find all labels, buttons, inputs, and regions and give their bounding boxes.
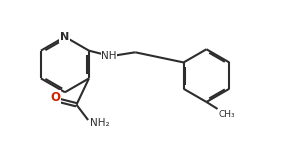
Text: NH₂: NH₂ [90, 118, 110, 128]
Text: N: N [60, 32, 69, 42]
Text: NH: NH [101, 51, 117, 61]
Text: CH₃: CH₃ [219, 110, 236, 119]
Text: O: O [50, 91, 60, 104]
